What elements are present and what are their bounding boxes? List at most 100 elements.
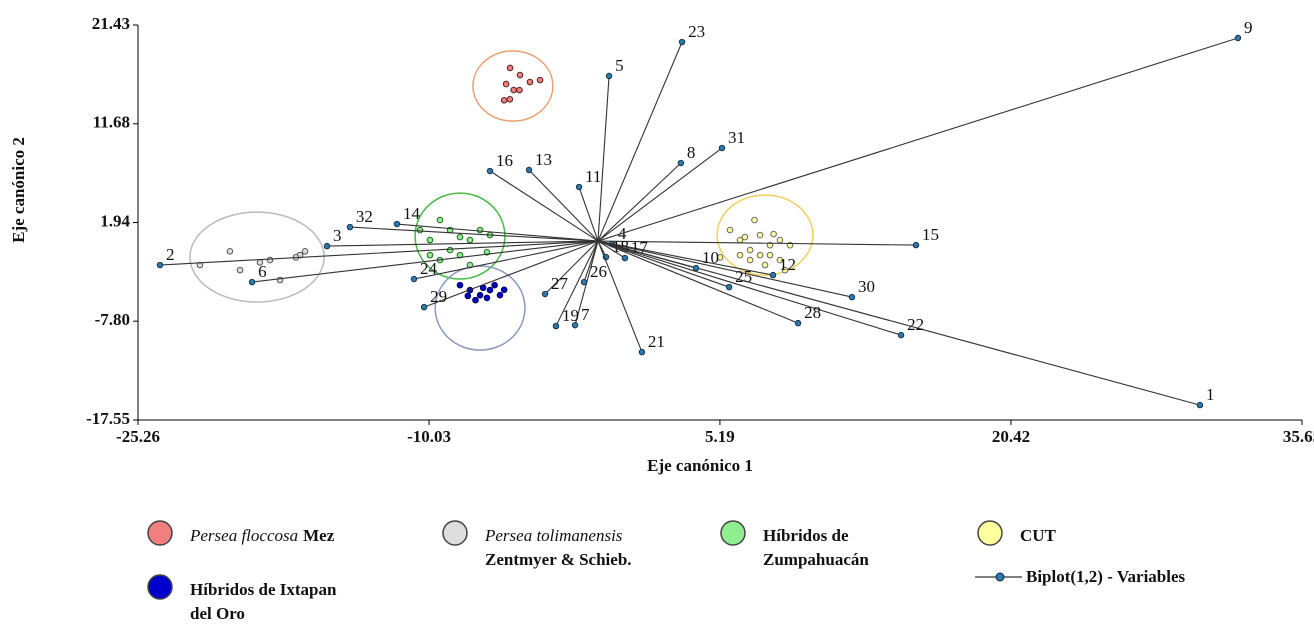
group-point <box>776 236 784 244</box>
group-point <box>746 246 754 254</box>
vector-end <box>541 290 549 298</box>
group-point <box>766 251 774 259</box>
vector-end <box>156 261 164 269</box>
variable-label: 32 <box>356 207 373 226</box>
variable-label: 15 <box>922 225 939 244</box>
variable-label: 27 <box>551 274 569 293</box>
group-point <box>426 251 434 259</box>
group-point <box>226 247 234 255</box>
vector-end <box>678 38 686 46</box>
legend-label: del Oro <box>190 604 245 623</box>
biplot-vector <box>597 240 626 259</box>
biplot-vector <box>489 170 599 242</box>
group-point <box>756 231 764 239</box>
group-point <box>716 254 724 261</box>
legend-label: Persea tolimanensis <box>484 526 623 545</box>
biplot-vector <box>597 37 1239 242</box>
x-tick-label: -10.03 <box>407 427 451 446</box>
biplot-vector <box>252 240 599 283</box>
group-point <box>486 286 494 294</box>
biplot-vector <box>597 240 902 336</box>
variable-label: 31 <box>728 128 745 147</box>
x-tick-label: 35.65 <box>1283 427 1314 446</box>
vector-end <box>769 271 777 279</box>
variable-label: 7 <box>581 305 590 324</box>
vector-end <box>571 321 579 329</box>
variable-label: 12 <box>779 255 796 274</box>
biplot-vector <box>528 169 599 242</box>
group-point <box>526 78 534 86</box>
vector-end <box>420 303 428 311</box>
variable-label: 21 <box>648 332 665 351</box>
group-point <box>500 286 508 294</box>
group-point <box>196 261 204 269</box>
group-point <box>496 291 504 299</box>
vector-end <box>621 254 629 262</box>
variable-label: 28 <box>804 303 821 322</box>
vector-end <box>552 322 560 330</box>
group-point <box>500 96 508 104</box>
group-point <box>466 236 474 244</box>
legend-run: CUT <box>1020 526 1057 545</box>
y-tick-label: -17.55 <box>86 409 130 428</box>
variable-label: 11 <box>585 167 601 186</box>
vector-end <box>638 348 646 356</box>
biplot-vector <box>597 162 682 242</box>
variable-label: 22 <box>907 315 924 334</box>
legend-run: Mez <box>303 526 335 545</box>
group-point <box>741 233 749 241</box>
biplot-vector <box>597 240 916 246</box>
group-point <box>781 266 789 274</box>
legend-vector-end <box>995 572 1005 582</box>
legend-run: Zentmyer & Schieb. <box>485 550 632 569</box>
variable-label: 9 <box>1244 18 1253 37</box>
group-point <box>436 216 444 224</box>
group-point <box>456 233 464 241</box>
biplot-vector <box>583 240 599 283</box>
y-tick-label: 21.43 <box>92 14 130 33</box>
group-point <box>746 256 754 264</box>
group-point <box>736 251 744 259</box>
y-tick-label: -7.80 <box>95 310 130 329</box>
group-point <box>483 294 491 302</box>
biplot-vector <box>544 240 599 295</box>
group-point <box>510 86 518 94</box>
group-point <box>491 281 498 289</box>
group-ellipse <box>189 211 325 303</box>
vector-end <box>410 275 418 283</box>
legend-run: Persea floccosa <box>189 526 298 545</box>
group-point <box>751 216 758 224</box>
vector-end <box>248 278 256 286</box>
vector-end <box>605 72 613 80</box>
biplot-vector <box>597 41 683 242</box>
biplot-vector <box>597 240 643 353</box>
group-point <box>472 296 479 304</box>
x-tick-label: 20.42 <box>992 427 1030 446</box>
group-point <box>446 246 454 254</box>
vector-end <box>323 242 331 250</box>
group-point <box>301 247 309 255</box>
legend-swatch <box>147 520 173 546</box>
variable-label: 19 <box>562 306 579 325</box>
group-point <box>516 71 524 79</box>
variable-label: 30 <box>858 277 875 296</box>
variable-label: 26 <box>590 262 607 281</box>
variable-label: 25 <box>735 267 752 286</box>
group-ellipse <box>472 50 554 122</box>
biplot-vector <box>597 240 853 298</box>
biplot-vector <box>597 240 730 288</box>
vector-end <box>575 183 583 191</box>
legend-run: Persea tolimanensis <box>484 526 623 545</box>
variable-label: 5 <box>615 56 624 75</box>
variable-label: 13 <box>535 150 552 169</box>
vector-end <box>1196 401 1204 409</box>
variable-label: 2 <box>166 245 175 264</box>
variable-label: 24 <box>420 259 438 278</box>
legend-label: Híbridos de <box>763 526 849 545</box>
vector-end <box>346 223 354 231</box>
biplot-vector <box>597 75 610 242</box>
group-point <box>761 261 769 269</box>
group-ellipse <box>716 194 814 276</box>
vector-end <box>725 283 733 291</box>
variable-label: 16 <box>496 151 513 170</box>
